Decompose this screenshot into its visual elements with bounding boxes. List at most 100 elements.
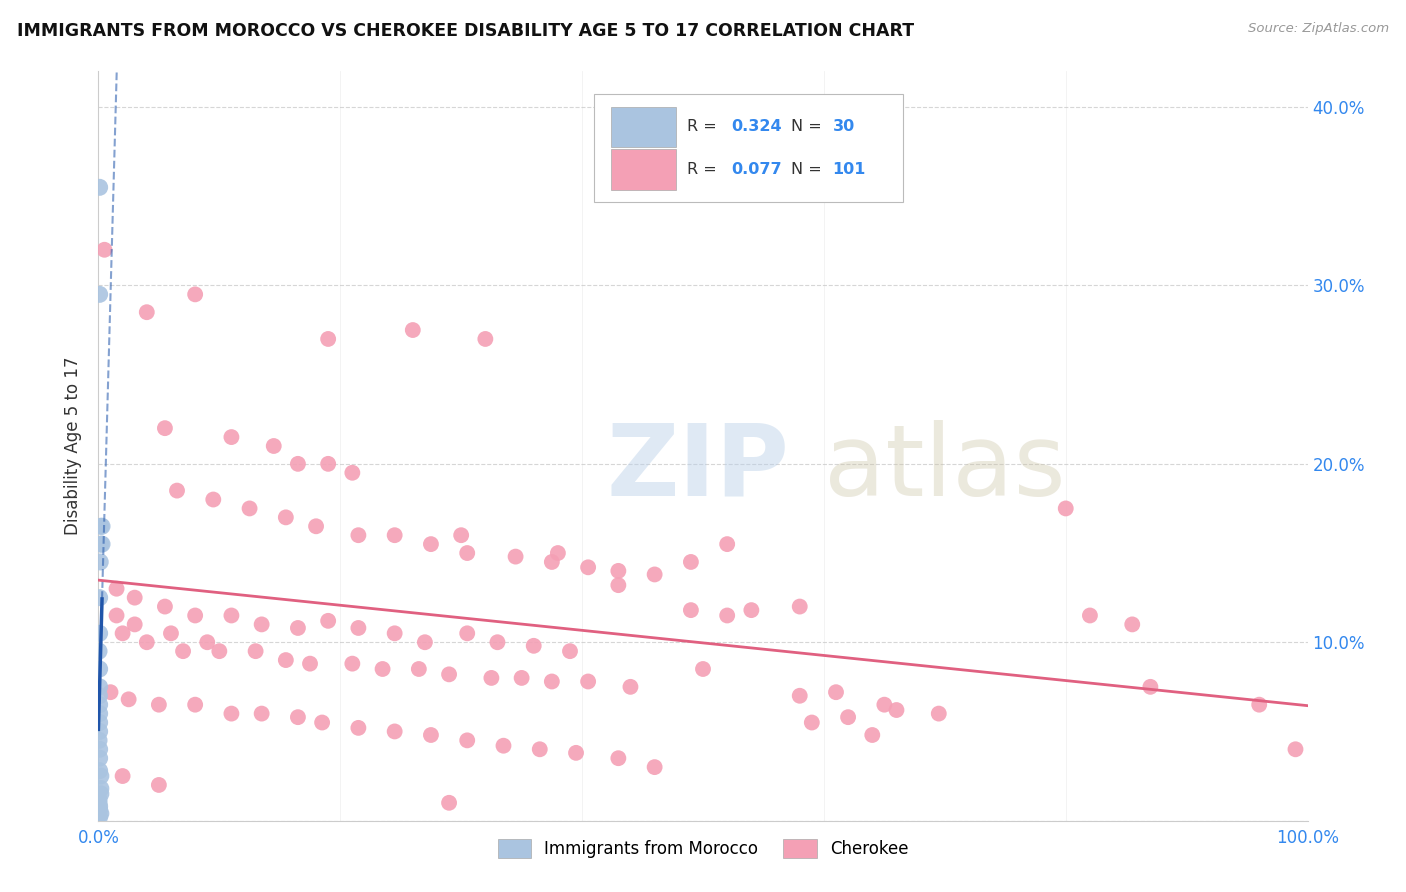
Point [250,706,273,721]
Point [1139,680,1161,694]
Point [800,715,823,730]
Point [89,180,111,194]
Point [505,549,527,564]
Point [89,803,111,817]
Point [87,644,110,658]
Point [402,323,425,337]
Point [89,706,111,721]
Point [124,591,146,605]
Point [540,674,562,689]
Text: ZIP: ZIP [606,420,789,517]
Point [558,644,581,658]
Point [420,537,443,551]
FancyBboxPatch shape [595,94,903,202]
Point [644,760,666,774]
Point [1249,698,1271,712]
Text: 30: 30 [832,120,855,135]
Point [87,792,110,806]
Point [481,671,503,685]
Point [316,614,339,628]
FancyBboxPatch shape [612,106,676,147]
Point [789,689,811,703]
Point [87,796,110,810]
Point [105,582,128,596]
Point [89,751,111,765]
Point [311,715,333,730]
Point [576,560,599,574]
Point [89,689,111,703]
Point [221,706,243,721]
Point [89,799,111,814]
Point [89,764,111,778]
Point [287,457,309,471]
Point [371,662,394,676]
Point [89,555,111,569]
Point [93,243,115,257]
Point [221,608,243,623]
Point [679,555,702,569]
Point [90,787,112,801]
Point [437,796,460,810]
Point [644,567,666,582]
Point [90,806,112,821]
Point [89,742,111,756]
Point [124,617,146,632]
Point [299,657,322,671]
Point [89,287,111,301]
Point [274,653,297,667]
Point [305,519,328,533]
Point [342,657,364,671]
Point [540,555,562,569]
Point [239,501,262,516]
Text: 101: 101 [832,162,866,177]
Point [510,671,533,685]
Point [316,332,339,346]
Point [89,698,111,712]
Point [87,733,110,747]
Point [316,457,339,471]
Point [565,746,588,760]
Point [437,667,460,681]
Point [250,617,273,632]
Point [184,698,207,712]
Point [153,421,176,435]
Legend: Immigrants from Morocco, Cherokee: Immigrants from Morocco, Cherokee [491,832,915,864]
Point [91,537,114,551]
Text: R =: R = [688,120,723,135]
Point [619,680,641,694]
Point [716,608,738,623]
Point [118,692,141,706]
Point [413,635,436,649]
Point [90,519,112,533]
Point [135,305,157,319]
Point [245,644,267,658]
Point [347,721,370,735]
Point [486,635,509,649]
Point [837,710,859,724]
Text: atlas: atlas [824,420,1066,517]
Point [160,626,183,640]
Point [928,706,950,721]
Point [347,621,370,635]
Point [1054,501,1077,516]
Point [825,685,848,699]
Point [716,537,738,551]
Point [1284,742,1306,756]
Point [420,728,443,742]
Point [166,483,188,498]
Point [89,680,111,694]
Point [287,621,309,635]
Point [342,466,364,480]
Point [789,599,811,614]
Point [195,635,218,649]
Text: 0.324: 0.324 [731,120,782,135]
Point [202,492,225,507]
Point [148,698,170,712]
Point [111,769,134,783]
Point [263,439,285,453]
Point [90,537,112,551]
Point [384,626,406,640]
Point [576,674,599,689]
Point [89,591,111,605]
Point [492,739,515,753]
